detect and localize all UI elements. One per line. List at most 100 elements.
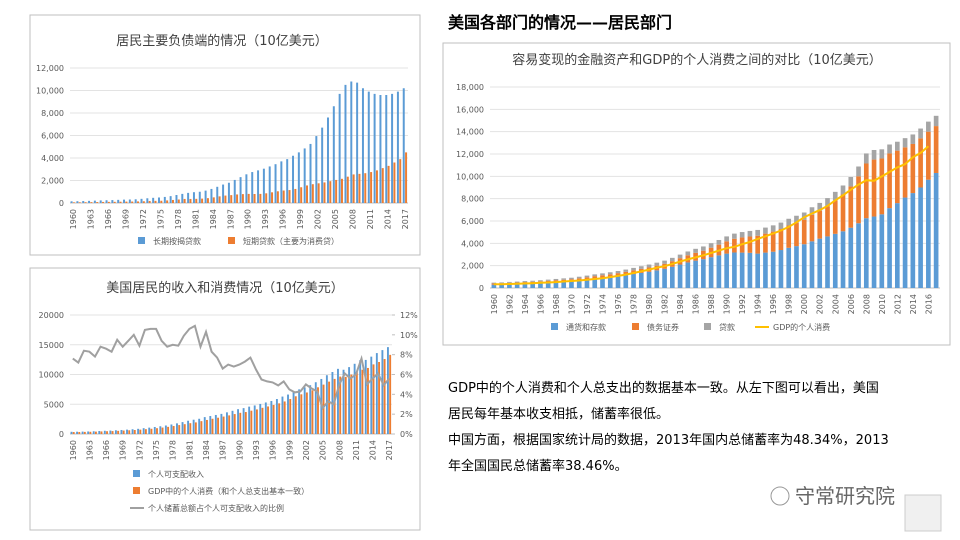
bar	[227, 182, 230, 203]
bar	[701, 259, 706, 288]
bar	[281, 396, 284, 434]
bar	[662, 268, 667, 288]
bar	[530, 280, 535, 282]
bar	[677, 254, 683, 259]
bar	[631, 274, 636, 288]
bar	[600, 275, 605, 278]
x-tick-label: 1978	[174, 209, 183, 229]
bar	[863, 163, 869, 219]
bar	[848, 186, 854, 228]
x-tick-label: 1993	[252, 440, 261, 460]
bar	[198, 418, 201, 434]
bar	[530, 283, 535, 288]
bar	[203, 417, 206, 434]
bar	[311, 390, 314, 434]
bar	[399, 159, 402, 203]
x-tick-label: 1976	[614, 294, 623, 314]
bar	[747, 252, 753, 288]
wechat-icon	[770, 486, 790, 506]
bar	[212, 197, 215, 203]
bar	[615, 276, 621, 288]
bar	[576, 278, 582, 281]
y-tick-label: 6,000	[461, 217, 484, 226]
bar	[879, 214, 885, 288]
y-tick-label: 16,000	[456, 105, 484, 114]
bar	[137, 201, 139, 203]
bar	[499, 282, 504, 284]
legend-label: 个人可支配收入	[148, 469, 204, 479]
x-tick-label: 1990	[723, 294, 732, 314]
x-tick-label: 2006	[847, 294, 856, 314]
bar	[910, 193, 916, 288]
x-tick-label: 1972	[135, 440, 144, 460]
bar	[292, 155, 295, 203]
bar	[592, 274, 598, 277]
bar	[584, 275, 590, 278]
x-tick-label: 1981	[185, 440, 194, 460]
x-tick-label: 2002	[302, 440, 311, 460]
bar	[154, 200, 157, 203]
bar	[770, 231, 776, 252]
bar	[356, 82, 359, 203]
bar	[231, 410, 234, 434]
bar	[102, 201, 105, 203]
legend-label: 短期贷款（主要为消费贷）	[243, 236, 339, 246]
bar	[561, 278, 567, 280]
bar	[222, 416, 225, 434]
bar	[553, 278, 559, 281]
y2-tick-label: 0%	[400, 430, 413, 439]
x-tick-label: 2008	[349, 209, 358, 229]
bar	[133, 430, 136, 434]
bar	[323, 182, 326, 203]
bar	[123, 199, 126, 203]
bar	[176, 423, 178, 434]
bar	[553, 280, 559, 282]
x-tick-label: 1972	[583, 294, 592, 314]
bar	[265, 193, 268, 203]
x-tick-label: 2010	[878, 294, 887, 314]
x-tick-label: 1963	[85, 440, 94, 460]
bar	[187, 420, 190, 434]
bar	[332, 106, 335, 203]
bar	[538, 282, 543, 288]
y-tick-label: 2,000	[461, 262, 484, 271]
bar	[159, 426, 162, 434]
x-tick-label: 1964	[521, 294, 530, 314]
bar	[335, 179, 338, 203]
bar	[245, 174, 248, 203]
bar	[241, 194, 244, 203]
bar	[848, 177, 854, 187]
bar	[491, 283, 497, 285]
legend-swatch	[551, 323, 558, 330]
bar	[350, 374, 353, 434]
y2-tick-label: 2%	[400, 410, 413, 419]
bar	[70, 431, 73, 434]
bar	[670, 257, 675, 262]
bar	[131, 201, 134, 203]
bar	[895, 141, 900, 151]
bar	[895, 150, 900, 204]
bar	[344, 84, 347, 203]
bar	[267, 406, 269, 434]
x-tick-label: 1993	[261, 209, 270, 229]
x-tick-label: 1980	[645, 294, 654, 314]
bar	[122, 430, 125, 434]
bar	[584, 279, 590, 288]
bar	[522, 281, 528, 283]
x-tick-label: 2005	[331, 209, 340, 229]
bar	[809, 214, 815, 242]
x-tick-label: 1982	[661, 294, 670, 314]
x-tick-label: 1966	[104, 209, 113, 229]
y-tick-label: 0	[59, 430, 64, 439]
bar	[78, 431, 81, 434]
bar	[358, 173, 361, 203]
bar	[638, 266, 644, 269]
bar	[615, 271, 621, 274]
bar	[333, 378, 336, 434]
bar	[370, 172, 373, 203]
bar	[339, 376, 342, 434]
body-text: GDP中的个人消费和个人总支出的数据基本一致。从左下图可以看出，美国	[448, 380, 879, 396]
bar	[355, 372, 358, 434]
bar	[817, 210, 823, 239]
bar	[167, 426, 170, 434]
